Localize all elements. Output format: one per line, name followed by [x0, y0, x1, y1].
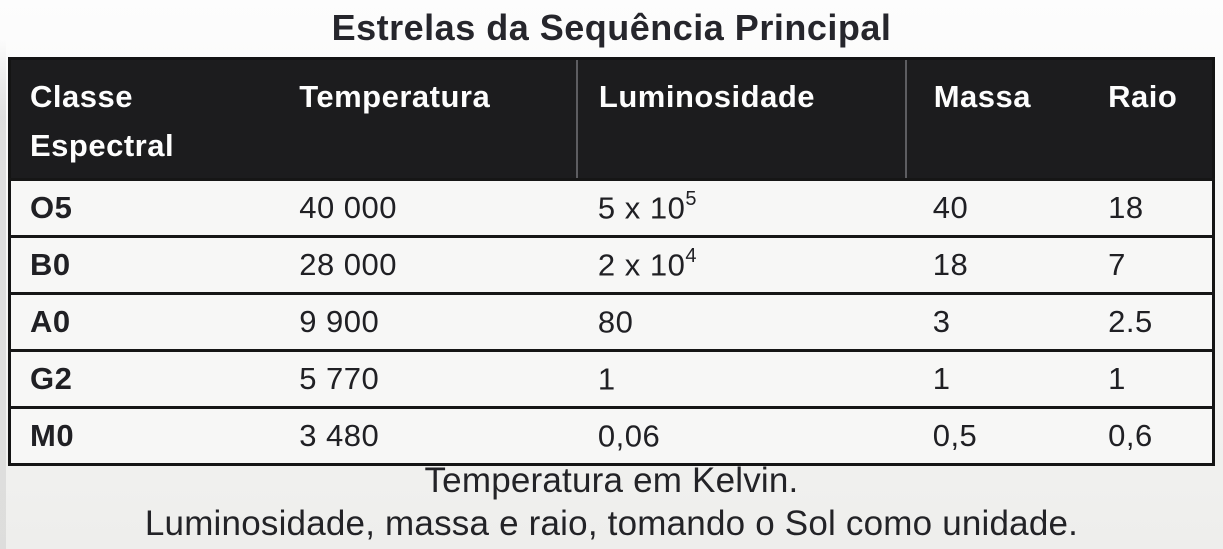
header-row: Classe Espectral Temperatura Luminosidad…: [9, 58, 1214, 180]
cell-classe: A0: [30, 304, 71, 339]
cell-raio: 0,6: [1108, 418, 1153, 453]
table-row: G2 5 770 1 1 1: [9, 350, 1214, 408]
cell-luminosidade: 2 x 104: [577, 237, 906, 294]
cell-classe: O5: [30, 190, 73, 225]
caption-units-note: Luminosidade, massa e raio, tomando o So…: [144, 504, 1079, 543]
cell-massa: 0,5: [932, 418, 978, 453]
cell-luminosidade: 1: [577, 351, 906, 408]
luminosidade-exponent: 5: [685, 187, 697, 210]
table-row: B0 28 000 2 x 104 18 7: [9, 236, 1214, 294]
page-left-edge-shading: [0, 40, 6, 549]
main-sequence-stars-table: Classe Espectral Temperatura Luminosidad…: [8, 57, 1215, 466]
cell-temperatura: 3 480: [299, 418, 380, 453]
cell-raio: 1: [1108, 361, 1126, 396]
caption-temperature-note: Temperatura em Kelvin.: [424, 461, 799, 500]
cell-raio: 18: [1108, 190, 1144, 225]
luminosidade-value: 1: [597, 361, 616, 397]
cell-temperatura: 40 000: [299, 190, 398, 225]
cell-temperatura: 5 770: [299, 361, 380, 396]
luminosidade-exponent: 4: [685, 244, 697, 267]
luminosidade-value: 5 x 10: [597, 190, 686, 226]
cell-massa: 18: [932, 247, 969, 282]
cell-classe: G2: [30, 361, 73, 396]
cell-temperatura: 9 900: [299, 304, 380, 339]
col-header-luminosidade: Luminosidade: [575, 58, 906, 180]
col-header-temperatura: Temperatura: [299, 79, 491, 114]
cell-massa: 3: [932, 304, 951, 339]
table-row: O5 40 000 5 x 105 40 18: [9, 179, 1214, 237]
col-header-raio: Raio: [1108, 79, 1178, 114]
cell-temperatura: 28 000: [299, 247, 398, 282]
cell-raio: 7: [1108, 247, 1126, 282]
table-header: Classe Espectral Temperatura Luminosidad…: [9, 58, 1214, 180]
cell-massa: 40: [932, 190, 969, 225]
cell-luminosidade: 80: [577, 294, 906, 351]
cell-classe: M0: [30, 418, 75, 453]
cell-luminosidade: 5 x 105: [577, 180, 906, 237]
cell-massa: 1: [932, 361, 951, 396]
cell-classe: B0: [30, 247, 71, 282]
luminosidade-value: 80: [597, 304, 634, 340]
table-row: A0 9 900 80 3 2.5: [9, 293, 1214, 351]
cell-luminosidade: 0,06: [577, 408, 906, 465]
col-header-classe-line1: Classe: [30, 79, 133, 114]
page-title: Estrelas da Sequência Principal: [331, 7, 892, 48]
col-header-massa: Massa: [904, 58, 1082, 180]
col-header-classe-espectral: Classe Espectral: [10, 59, 297, 180]
luminosidade-value: 2 x 10: [597, 247, 686, 283]
cell-raio: 2.5: [1108, 304, 1153, 339]
table-row: M0 3 480 0,06 0,5 0,6: [9, 407, 1214, 465]
table-body: O5 40 000 5 x 105 40 18 B0 28 000 2 x 10…: [9, 179, 1214, 465]
col-header-classe-line2: Espectral: [30, 128, 175, 163]
luminosidade-value: 0,06: [597, 418, 661, 454]
